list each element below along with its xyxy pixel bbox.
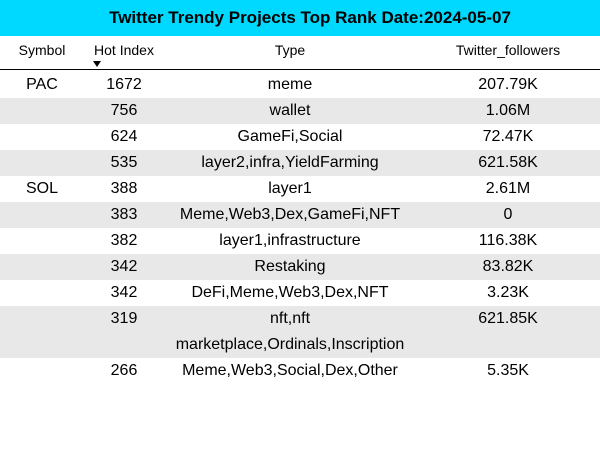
cell-hot-index: 624 (110, 128, 138, 145)
cell-type-line: marketplace,Ordinals,Inscription (175, 336, 405, 353)
table-row: 624 GameFi,Social 72.47K (0, 124, 600, 150)
cell-symbol (0, 306, 84, 358)
header-type[interactable]: Type (274, 42, 306, 58)
cell-symbol (0, 254, 84, 280)
table-row: 383 Meme,Web3,Dex,GameFi,NFT 0 (0, 202, 600, 228)
cell-hot-index: 319 (110, 310, 138, 327)
cell-symbol (0, 280, 84, 306)
cell-symbol (0, 228, 84, 254)
cell-followers: 116.38K (478, 232, 538, 249)
cell-type-line: nft,nft (269, 310, 311, 327)
cell-symbol (0, 358, 84, 384)
cell-hot-index: 382 (110, 232, 138, 249)
cell-hot-index: 383 (110, 206, 138, 223)
cell-symbol (0, 150, 84, 176)
cell-followers: 621.85K (478, 310, 538, 327)
table-row: 535 layer2,infra,YieldFarming 621.58K (0, 150, 600, 176)
cell-type: layer2,infra,YieldFarming (201, 154, 379, 171)
table-title: Twitter Trendy Projects Top Rank Date:20… (0, 0, 600, 36)
table-row: 382 layer1,infrastructure 116.38K (0, 228, 600, 254)
table-header: Symbol Hot Index Type Twitter_followers (0, 36, 600, 70)
cell-hot-index: 342 (110, 258, 138, 275)
cell-followers: 207.79K (478, 76, 538, 93)
cell-type: wallet (269, 102, 311, 119)
cell-hot-index: 388 (110, 180, 138, 197)
cell-symbol (0, 124, 84, 150)
table-row: SOL 388 layer1 2.61M (0, 176, 600, 202)
cell-type: Meme,Web3,Dex,GameFi,NFT (179, 206, 401, 223)
cell-symbol (0, 202, 84, 228)
cell-hot-index: 266 (110, 362, 138, 379)
cell-type: Restaking (254, 258, 326, 275)
cell-type: layer1 (268, 180, 312, 197)
cell-hot-index: 1672 (106, 76, 142, 93)
cell-type: GameFi,Social (237, 128, 343, 145)
cell-followers: 72.47K (482, 128, 534, 145)
table-row: 342 Restaking 83.82K (0, 254, 600, 280)
cell-followers: 621.58K (478, 154, 538, 171)
cell-symbol: SOL (25, 180, 58, 197)
header-twitter-followers[interactable]: Twitter_followers (455, 42, 561, 58)
sort-descending-icon[interactable] (93, 61, 101, 67)
cell-type: meme (267, 76, 313, 93)
table-row: 319 nft,nft marketplace,Ordinals,Inscrip… (0, 306, 600, 358)
cell-type: nft,nft marketplace,Ordinals,Inscription (164, 306, 416, 358)
cell-symbol (0, 98, 84, 124)
cell-hot-index: 342 (110, 284, 138, 301)
cell-type: Meme,Web3,Social,Dex,Other (182, 362, 398, 379)
table-body: PAC 1672 meme 207.79K 756 wallet 1.06M 6… (0, 72, 600, 384)
cell-followers: 1.06M (485, 102, 531, 119)
table-row: 342 DeFi,Meme,Web3,Dex,NFT 3.23K (0, 280, 600, 306)
cell-followers: 2.61M (485, 180, 531, 197)
cell-hot-index: 535 (110, 154, 138, 171)
cell-symbol: PAC (26, 76, 58, 93)
cell-followers: 5.35K (487, 362, 529, 379)
cell-type: DeFi,Meme,Web3,Dex,NFT (191, 284, 389, 301)
header-hot-index[interactable]: Hot Index (94, 42, 154, 58)
cell-type: layer1,infrastructure (219, 232, 361, 249)
header-symbol[interactable]: Symbol (18, 42, 66, 58)
cell-followers: 83.82K (482, 258, 534, 275)
cell-hot-index: 756 (110, 102, 138, 119)
table-row: 266 Meme,Web3,Social,Dex,Other 5.35K (0, 358, 600, 384)
table-row: 756 wallet 1.06M (0, 98, 600, 124)
cell-followers: 0 (503, 206, 513, 223)
table-row: PAC 1672 meme 207.79K (0, 72, 600, 98)
cell-followers: 3.23K (487, 284, 529, 301)
